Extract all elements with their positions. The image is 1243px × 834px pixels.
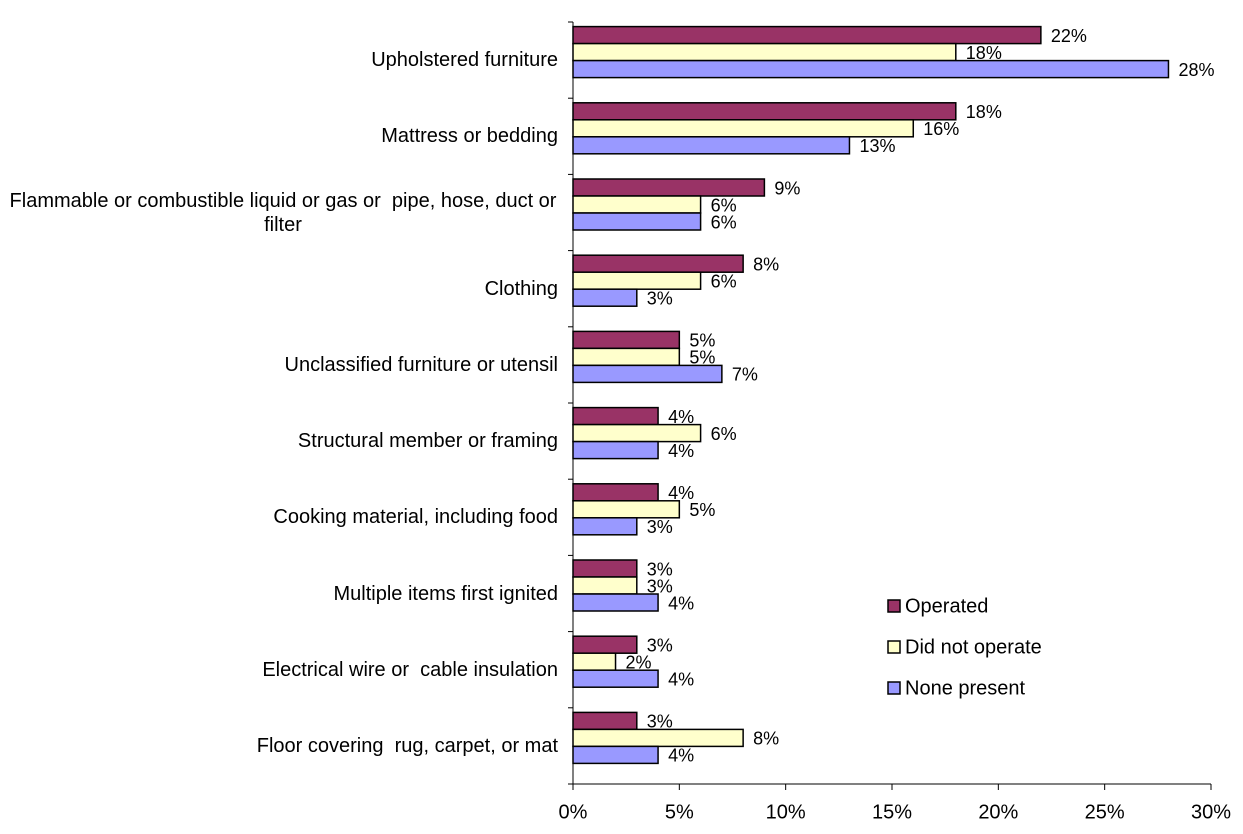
bar <box>572 42 957 62</box>
data-label: 6% <box>711 212 737 232</box>
data-label: 4% <box>668 746 694 766</box>
y-tick-label: Floor covering rug, carpet, or mat <box>256 734 558 757</box>
x-tick-label: 5% <box>665 801 694 823</box>
data-label: 3% <box>647 517 673 537</box>
bar <box>572 271 702 290</box>
legend-label: Did not operate <box>905 636 1042 658</box>
data-label: 3% <box>647 288 673 308</box>
legend-swatch <box>887 599 901 613</box>
x-tick-label: 10% <box>766 801 806 823</box>
data-label: 9% <box>774 178 800 198</box>
data-label: 6% <box>711 424 737 444</box>
y-tick-label: Electrical wire or cable insulation <box>262 658 558 681</box>
y-tick-label-box: Floor covering rug, carpet, or mat <box>0 706 558 786</box>
data-label: 5% <box>689 348 715 368</box>
bar <box>572 652 617 671</box>
bar <box>572 728 744 748</box>
data-label: 4% <box>668 441 694 461</box>
bar <box>572 25 1042 45</box>
y-tick-label: Multiple items first ignited <box>333 582 558 605</box>
legend-swatch <box>887 640 901 654</box>
bar <box>572 576 638 595</box>
data-label: 5% <box>689 331 715 351</box>
data-label: 28% <box>1178 60 1214 80</box>
y-tick-label-box: Electrical wire or cable insulation <box>0 630 558 710</box>
bar <box>572 711 638 731</box>
y-tick-label-box: Structural member or framing <box>0 401 558 481</box>
y-tick-label-box: Multiple items first ignited <box>0 554 558 634</box>
bar <box>572 59 1170 79</box>
data-label: 4% <box>668 669 694 689</box>
data-label: 6% <box>711 195 737 215</box>
legend-label: None present <box>905 677 1026 699</box>
bar <box>572 347 681 367</box>
data-label: 13% <box>859 136 895 156</box>
data-label: 6% <box>711 271 737 291</box>
x-tick-label: 15% <box>872 801 912 823</box>
bar <box>572 212 702 231</box>
bar <box>572 178 766 197</box>
y-tick-label: Clothing <box>484 277 558 300</box>
bar <box>572 288 638 307</box>
x-tick-label: 25% <box>1085 801 1125 823</box>
bar <box>572 483 659 502</box>
bar <box>572 500 681 519</box>
bar <box>572 635 638 654</box>
bar <box>572 254 744 273</box>
y-tick-label-box: Flammable or combustible liquid or gas o… <box>0 173 558 253</box>
data-label: 3% <box>647 559 673 579</box>
x-tick-label: 30% <box>1191 801 1231 823</box>
bar <box>572 102 957 121</box>
y-tick-label-box: Clothing <box>0 249 558 329</box>
data-label: 3% <box>647 576 673 596</box>
y-tick-label: Upholstered furniture <box>371 49 558 72</box>
bar <box>572 119 915 138</box>
data-label: 16% <box>923 119 959 139</box>
data-label: 2% <box>626 652 652 672</box>
bar <box>572 364 723 384</box>
data-label: 3% <box>647 635 673 655</box>
y-tick-label: Structural member or framing <box>297 430 558 453</box>
data-label: 18% <box>966 43 1002 63</box>
y-tick-label-box: Mattress or bedding <box>0 96 558 176</box>
y-tick-label-box: Unclassified furniture or utensil <box>0 325 558 405</box>
data-label: 5% <box>689 500 715 520</box>
bar <box>572 406 659 426</box>
y-tick-label-box: Cooking material, including food <box>0 477 558 557</box>
y-tick-label-box: Upholstered furniture <box>0 20 558 100</box>
bar <box>572 195 702 214</box>
bar <box>572 330 681 350</box>
bar <box>572 136 851 155</box>
data-label: 8% <box>753 254 779 274</box>
bar <box>572 423 702 443</box>
y-tick-label: Mattress or bedding <box>381 125 558 148</box>
data-label: 4% <box>668 593 694 613</box>
data-label: 7% <box>732 365 758 385</box>
y-tick-label: Unclassified furniture or utensil <box>284 353 558 376</box>
data-label: 4% <box>668 407 694 427</box>
legend-label: Operated <box>905 595 988 617</box>
bar <box>572 669 659 688</box>
x-tick-label: 0% <box>559 801 588 823</box>
data-label: 4% <box>668 483 694 503</box>
x-tick-label: 20% <box>978 801 1018 823</box>
data-label: 8% <box>753 729 779 749</box>
bar <box>572 559 638 578</box>
bar <box>572 440 659 460</box>
data-label: 18% <box>966 102 1002 122</box>
y-tick-label: Cooking material, including food <box>273 506 558 529</box>
y-tick-label: Flammable or combustible liquid or gas o… <box>9 189 563 236</box>
data-label: 22% <box>1051 26 1087 46</box>
legend-swatch <box>887 681 901 695</box>
bar <box>572 517 638 536</box>
bar <box>572 745 659 765</box>
data-label: 3% <box>647 712 673 732</box>
bar <box>572 593 659 612</box>
